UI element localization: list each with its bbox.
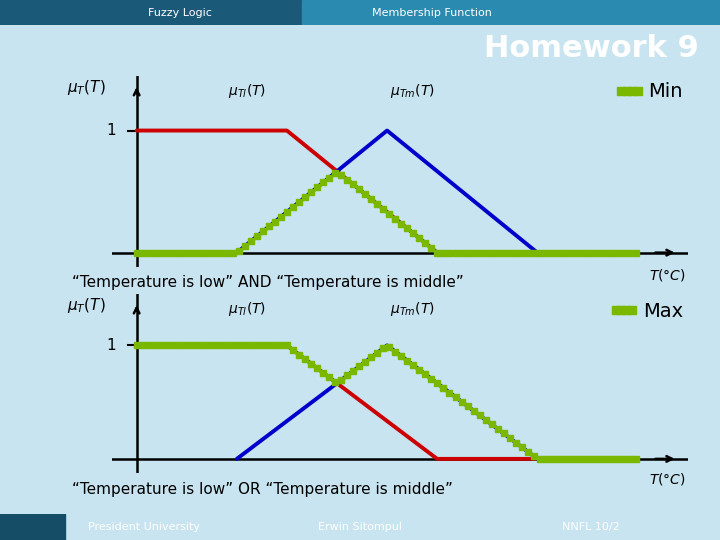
Text: Erwin Sitompul: Erwin Sitompul (318, 522, 402, 532)
Text: Fuzzy Logic: Fuzzy Logic (148, 8, 212, 18)
Bar (302, 0, 720, 25)
Text: 1: 1 (107, 338, 117, 353)
Text: Membership Function: Membership Function (372, 8, 492, 18)
Text: $\mu_T(T)$: $\mu_T(T)$ (67, 78, 106, 97)
Legend: Min: Min (608, 75, 690, 109)
Legend: Max: Max (603, 294, 690, 328)
Text: $T(°C)$: $T(°C)$ (649, 471, 686, 487)
Text: $\mu_{Tl}(T)$: $\mu_{Tl}(T)$ (228, 300, 266, 318)
Text: President University: President University (88, 522, 200, 532)
Text: “Temperature is low” AND “Temperature is middle”: “Temperature is low” AND “Temperature is… (72, 275, 464, 291)
Text: $\mu_{Tm}(T)$: $\mu_{Tm}(T)$ (390, 83, 435, 100)
Text: $\mu_{Tm}(T)$: $\mu_{Tm}(T)$ (390, 300, 435, 318)
Text: $T(°C)$: $T(°C)$ (649, 267, 686, 282)
Text: $\mu_T(T)$: $\mu_T(T)$ (67, 296, 106, 315)
Text: NNFL 10/2: NNFL 10/2 (562, 522, 619, 532)
Text: 1: 1 (107, 123, 117, 138)
Text: Homework 9: Homework 9 (484, 35, 698, 63)
Bar (0, 514, 65, 540)
Text: $\mu_{Tl}(T)$: $\mu_{Tl}(T)$ (228, 83, 266, 100)
Bar (0, 0, 302, 25)
Text: “Temperature is low” OR “Temperature is middle”: “Temperature is low” OR “Temperature is … (72, 482, 453, 497)
